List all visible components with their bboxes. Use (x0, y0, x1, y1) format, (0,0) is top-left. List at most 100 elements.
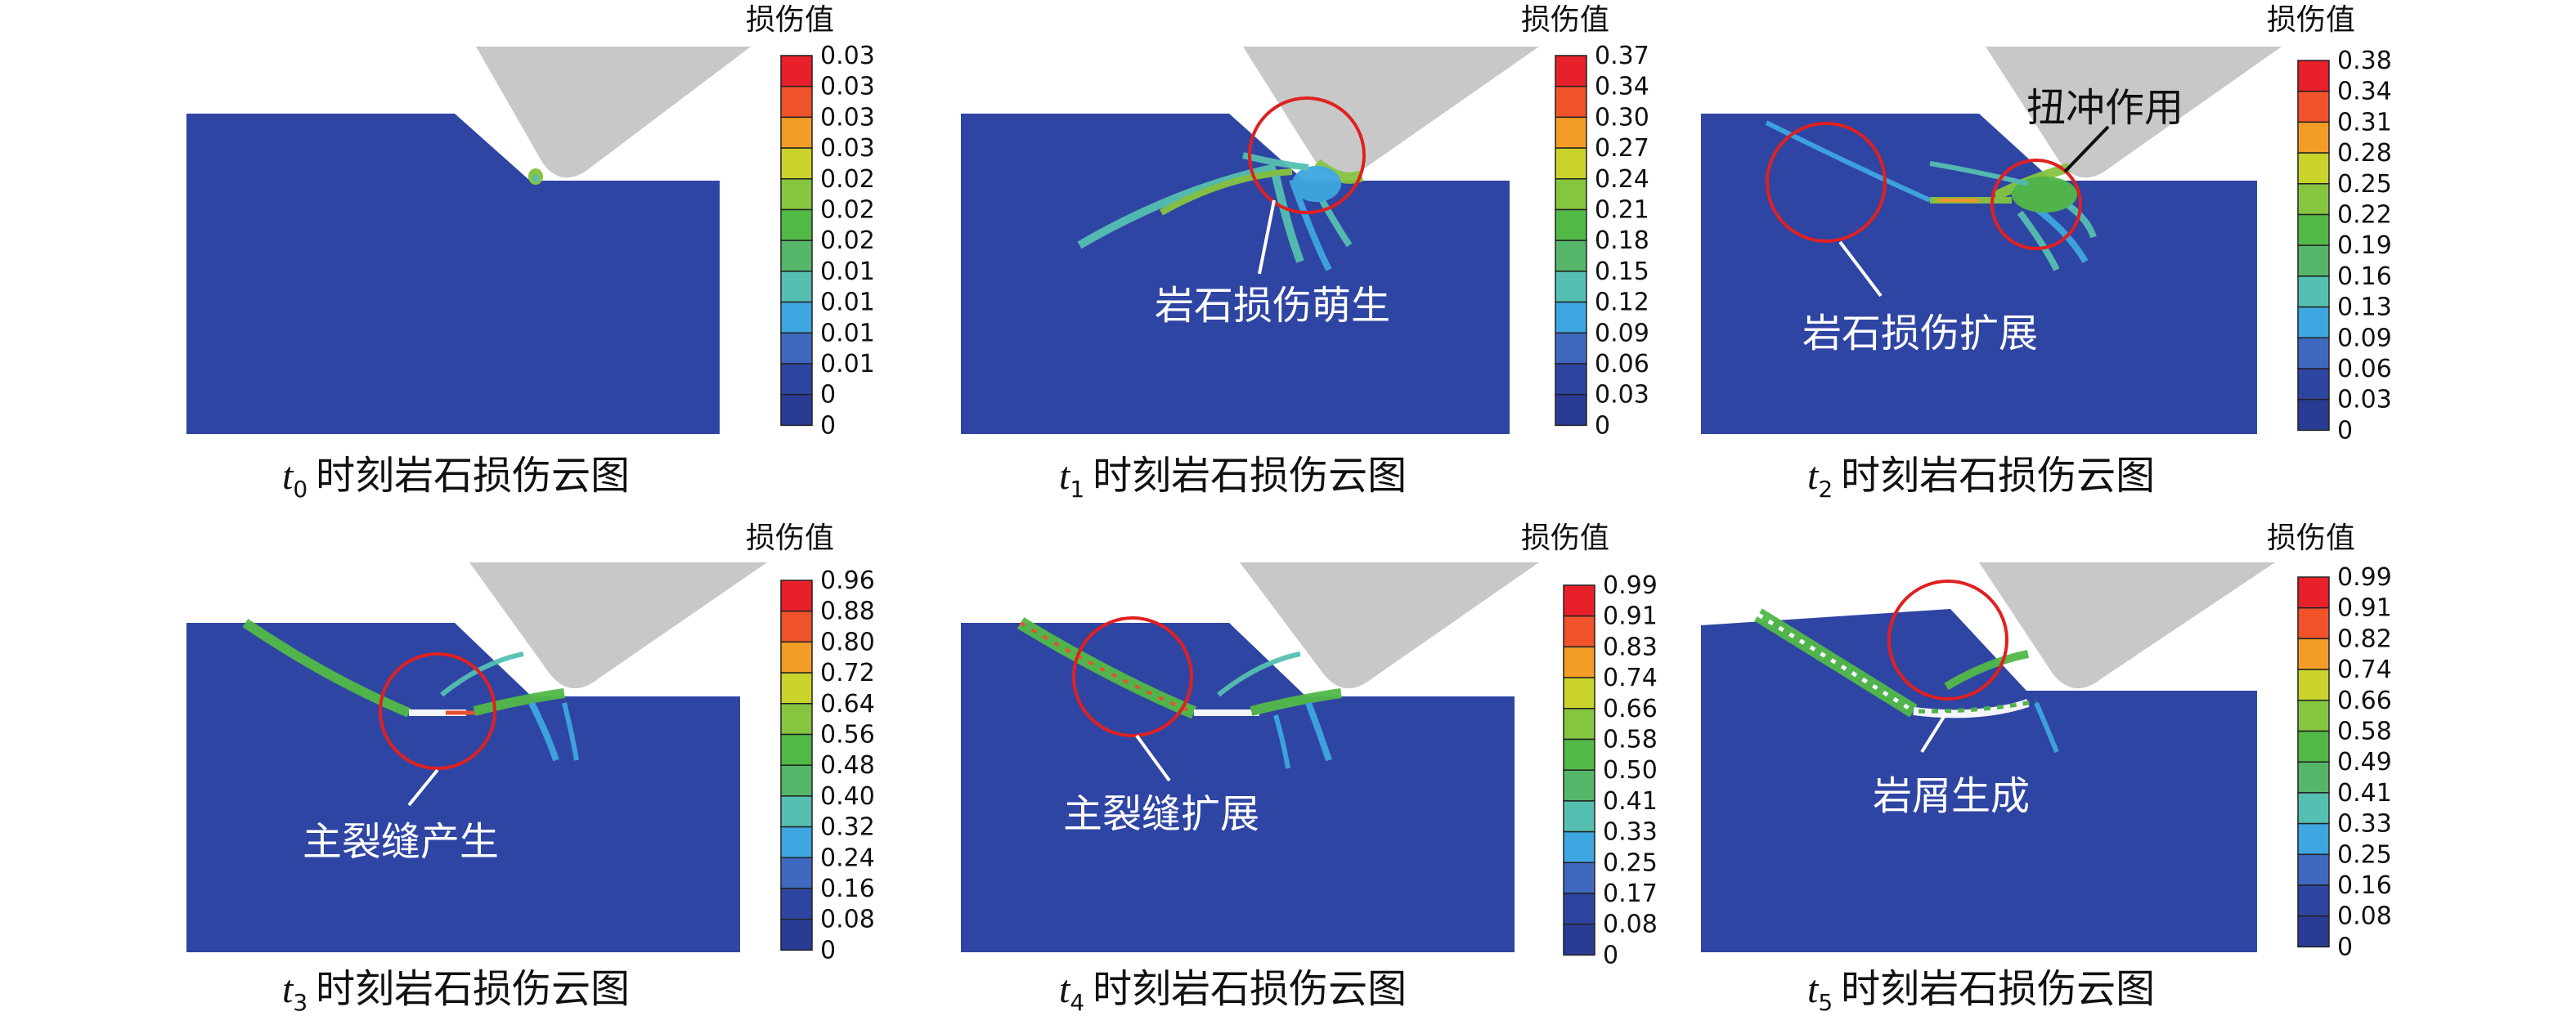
colorbar-tick-label: 0.22 (2337, 201, 2392, 230)
colorbar-segment (1555, 271, 1587, 303)
colorbar-segment (2297, 822, 2330, 856)
annotation-label: 岩石损伤扩展 (1802, 311, 2038, 356)
colorbar-segment (780, 703, 813, 736)
colorbar-tick-label: 0.37 (1595, 42, 1649, 70)
panel-t2: 岩石损伤扩展 扭冲作用 0.38 0.340.310.280.250.220.19… (1701, 3, 2392, 503)
colorbar-tick-label: 0.48 (820, 751, 875, 780)
colorbar-segment (2297, 121, 2330, 154)
colorbar: 0.38 0.340.310.280.250.220.190.160.130.09… (2297, 47, 2392, 445)
colorbar-segment (780, 208, 813, 241)
colorbar-tick-label: 0.72 (820, 659, 875, 687)
panel-caption: t3 时刻岩石损伤云图 (282, 966, 630, 1016)
colorbar-tick-label: 0.16 (2337, 871, 2392, 900)
colorbar-tick-label: 0.24 (1595, 165, 1649, 194)
annotation-label: 岩石损伤萌生 (1155, 283, 1390, 329)
colorbar-tick-label: 0.56 (820, 721, 875, 750)
colorbar-tick-label: 0.08 (820, 906, 875, 934)
colorbar-segment (2297, 398, 2330, 432)
cutter-tool (1986, 47, 2282, 178)
colorbar-tick-label: 0.19 (2337, 231, 2392, 260)
colorbar-title: 损伤值 (746, 521, 834, 555)
colorbar-tick-label: 0.01 (820, 319, 875, 347)
colorbar-segment (2297, 792, 2330, 825)
colorbar-tick-label: 0.09 (1595, 319, 1649, 347)
highlight-circle (1887, 580, 2008, 700)
colorbar-segment (2297, 638, 2330, 670)
colorbar-tick-label: 0.03 (820, 103, 875, 132)
colorbar-tick-label: 0.96 (820, 566, 875, 595)
colorbar-tick-label: 0.58 (1603, 726, 1658, 754)
colorbar-segment (1555, 208, 1587, 241)
colorbar: 0.96 0.880.80 0.72 0.64 0.560.480.400.320.24… (780, 566, 875, 965)
colorbar-tick-label: 0.03 (820, 134, 875, 163)
colorbar-segment (780, 826, 813, 859)
colorbar-segment (2297, 337, 2330, 369)
colorbar-tick-label: 0.01 (820, 289, 875, 317)
colorbar-segment (1563, 738, 1595, 771)
colorbar-tick-label: 0.17 (1603, 880, 1658, 908)
colorbar-segment (1555, 178, 1587, 211)
colorbar-segment (1555, 393, 1587, 427)
colorbar-segment (2297, 761, 2330, 794)
colorbar-tick-label: 0.82 (2337, 624, 2392, 653)
colorbar-tick-label: 0.30 (1595, 103, 1649, 132)
colorbar-segment (1563, 615, 1595, 648)
highlight-circle (1990, 159, 2082, 250)
rock-domain (961, 114, 1510, 434)
colorbar-tick-label: 0.66 (2337, 687, 2392, 715)
colorbar-tick-label: 0 (1603, 941, 1618, 969)
colorbar-tick-label: 0.49 (2337, 748, 2392, 777)
colorbar-tick-label: 0.09 (2337, 324, 2392, 352)
colorbar-segment (2297, 700, 2330, 732)
colorbar-segment (780, 888, 813, 920)
colorbar-tick-label: 0.25 (1603, 848, 1658, 877)
colorbar-segment (1555, 239, 1587, 272)
colorbar-tick-label: 0.34 (1595, 73, 1649, 101)
colorbar: 0.990.910.83 0.74 0.66 0.580.500.410.330.25… (1563, 571, 1658, 969)
colorbar-tick-label: 0.03 (820, 73, 875, 101)
colorbar-title: 损伤值 (2267, 521, 2355, 555)
colorbar-segment (2297, 884, 2330, 917)
colorbar: 0.030.030.030.030.020.020.020.010.010.01… (780, 42, 875, 440)
colorbar-tick-label: 0 (820, 936, 836, 965)
colorbar-tick-label: 0.41 (2337, 779, 2392, 808)
colorbar-tick-label: 0.66 (1603, 695, 1658, 723)
colorbar-segment (780, 332, 813, 365)
panel-caption: t4 时刻岩石损伤云图 (1059, 966, 1407, 1016)
colorbar-segment (1555, 301, 1587, 334)
colorbar-tick-label: 0.08 (2337, 902, 2392, 931)
colorbar-segment (1563, 862, 1595, 894)
panel-caption: t5 时刻岩石损伤云图 (1807, 966, 2155, 1016)
colorbar: 0.990.910.82 0.74 0.66 0.580.490.410.330.25… (2297, 563, 2392, 961)
colorbar-tick-label: 0.06 (2337, 355, 2392, 383)
colorbar-tick-label: 0.08 (1603, 911, 1658, 939)
colorbar-tick-label: 0.31 (2337, 108, 2392, 137)
annotation-leader (1838, 240, 1883, 298)
colorbar-tick-label: 0.74 (2337, 656, 2392, 684)
damage-spot (528, 168, 543, 185)
colorbar-segment (1563, 677, 1595, 709)
colorbar-segment (2297, 275, 2330, 308)
panel-caption: t2 时刻岩石损伤云图 (1807, 453, 2155, 503)
colorbar-segment (1563, 708, 1595, 741)
colorbar-tick-label: 0.03 (820, 42, 875, 70)
annotation-leader (407, 768, 439, 807)
colorbar-segment (2297, 915, 2330, 948)
colorbar-tick-label: 0 (2337, 416, 2353, 445)
colorbar-tick-label: 0.25 (2337, 840, 2392, 869)
colorbar-segment (2297, 669, 2330, 701)
colorbar-segment (1563, 584, 1595, 617)
colorbar-tick-label: 0.24 (820, 844, 875, 872)
colorbar-tick-label: 0.16 (2337, 262, 2392, 291)
damage-zone (242, 619, 579, 762)
colorbar-segment (2297, 853, 2330, 886)
damage-zone (1077, 152, 1364, 271)
colorbar-segment (780, 116, 813, 149)
colorbar-segment (1563, 830, 1595, 864)
colorbar-title: 损伤值 (1521, 3, 1609, 37)
colorbar-tick-label: 0.02 (820, 196, 875, 225)
colorbar-segment (1563, 893, 1595, 925)
colorbar-segment (2297, 306, 2330, 339)
panel-t3: 主裂缝产生 0.960.880.800.720.640.560.480.400.… (186, 521, 875, 1016)
colorbar-segment (2297, 60, 2330, 92)
